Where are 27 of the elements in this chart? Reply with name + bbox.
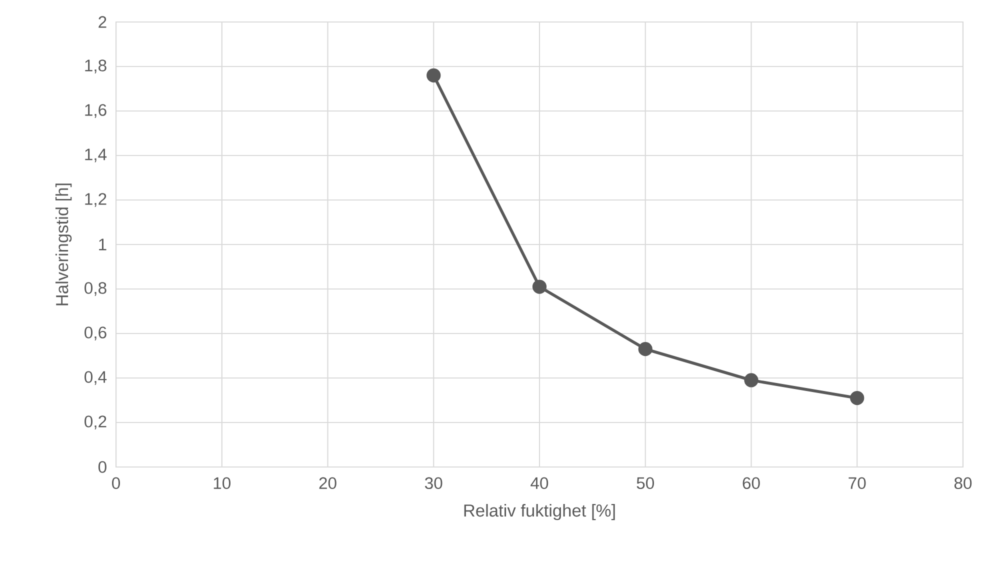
- point: [744, 373, 758, 388]
- point: [532, 280, 547, 294]
- x-tick-label: 80: [954, 477, 972, 490]
- x-tick-label: 60: [742, 477, 760, 490]
- y-tick-label: 1,8: [85, 60, 106, 74]
- y-tick-label: 1,4: [85, 148, 107, 162]
- x-axis-title: Relativ fuktighet [%]: [464, 504, 615, 520]
- y-tick-label: 0,4: [84, 371, 107, 385]
- x-tick-label: 10: [214, 477, 230, 490]
- y-tick-label: 2: [98, 16, 106, 28]
- x-tick-label: 20: [319, 477, 336, 490]
- y-tick-label: 0,2: [84, 416, 106, 430]
- x-tick-label: 70: [848, 477, 866, 490]
- y-tick-label: 0,6: [84, 326, 106, 340]
- y-tick-label: 0,8: [84, 282, 106, 296]
- x-tick-label: 30: [424, 477, 442, 490]
- point: [850, 390, 864, 406]
- point: [426, 68, 441, 82]
- y-tick-label: 1,6: [85, 104, 106, 118]
- point: [638, 342, 652, 356]
- y-axis-title: Halveringstid [h]: [55, 184, 72, 306]
- x-tick-label: 0: [112, 477, 120, 490]
- y-tick-label: 0: [98, 461, 106, 473]
- y-tick-label: 1: [99, 238, 106, 250]
- x-tick-label: 40: [530, 477, 548, 490]
- x-tick-label: 50: [636, 477, 654, 490]
- y-tick-label: 1,2: [85, 193, 106, 207]
